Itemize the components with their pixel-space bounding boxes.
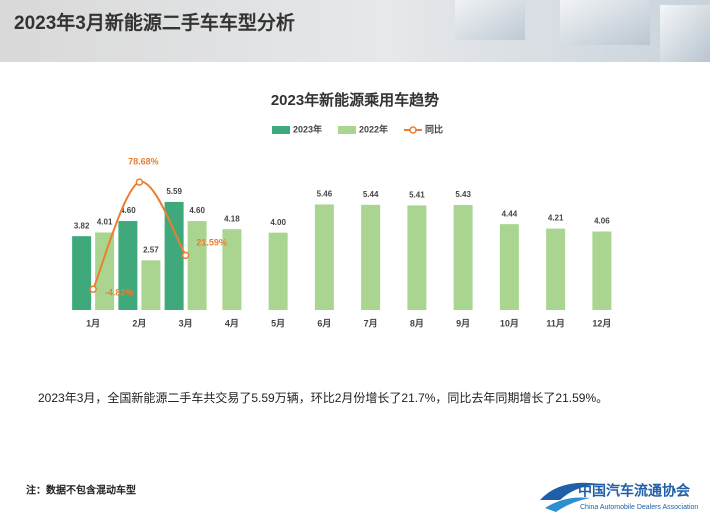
line-label: 21.59% bbox=[196, 238, 227, 248]
note: 注：数据不包含混动车型 bbox=[26, 484, 136, 497]
bar bbox=[314, 204, 334, 310]
data-label: 5.46 bbox=[317, 190, 333, 199]
summary-text: 2023年3月，全国新能源二手车共交易了5.59万辆，环比2月份增长了21.7%… bbox=[38, 390, 608, 405]
data-label: 5.41 bbox=[409, 191, 425, 200]
bar bbox=[499, 224, 519, 310]
bar bbox=[268, 232, 288, 310]
legend-swatch bbox=[272, 126, 290, 134]
header-cube bbox=[455, 0, 525, 40]
line-marker bbox=[89, 285, 97, 293]
data-label: 4.00 bbox=[270, 218, 286, 227]
line-label: 78.68% bbox=[128, 156, 159, 166]
legend-label: 2022年 bbox=[359, 123, 388, 134]
bar bbox=[546, 228, 566, 310]
legend-swatch bbox=[338, 126, 356, 134]
bar bbox=[141, 260, 161, 310]
data-label: 2.57 bbox=[143, 245, 159, 254]
header-title: 2023年3月新能源二手车车型分析 bbox=[14, 11, 295, 34]
legend-label: 同比 bbox=[425, 123, 443, 134]
data-label: 4.21 bbox=[548, 214, 564, 223]
bar bbox=[118, 221, 138, 310]
data-label: 3.82 bbox=[74, 221, 90, 230]
line-marker bbox=[135, 178, 144, 186]
bar bbox=[187, 221, 207, 310]
logo-subtitle: China Automobile Dealers Association bbox=[580, 504, 698, 511]
line-label: -4.82% bbox=[105, 288, 134, 298]
data-label: 4.60 bbox=[120, 206, 136, 215]
x-tick-label: 8月 bbox=[410, 318, 424, 328]
x-tick-label: 4月 bbox=[225, 318, 239, 328]
x-tick-label: 5月 bbox=[271, 318, 285, 328]
x-tick-label: 2月 bbox=[132, 318, 146, 328]
data-label: 4.44 bbox=[502, 209, 518, 218]
legend-marker bbox=[409, 126, 417, 134]
data-label: 5.43 bbox=[455, 190, 471, 199]
data-label: 4.06 bbox=[594, 217, 610, 226]
line-marker bbox=[181, 251, 190, 260]
chart-title: 2023年新能源乘用车趋势 bbox=[271, 91, 439, 109]
logo-icon bbox=[540, 482, 600, 500]
logo-name: 中国汽车流通协会 bbox=[578, 483, 691, 499]
bar bbox=[361, 204, 381, 310]
x-tick-label: 10月 bbox=[500, 318, 519, 328]
header-cube bbox=[560, 0, 650, 45]
data-label: 4.01 bbox=[97, 218, 113, 227]
x-tick-label: 12月 bbox=[592, 318, 611, 328]
x-tick-label: 6月 bbox=[317, 318, 331, 328]
bar bbox=[592, 231, 612, 310]
bar bbox=[95, 232, 115, 310]
bar bbox=[222, 229, 242, 310]
legend-label: 2023年 bbox=[293, 123, 322, 134]
bar bbox=[164, 201, 184, 310]
header-cube bbox=[660, 5, 710, 62]
x-tick-label: 9月 bbox=[456, 318, 470, 328]
x-tick-label: 3月 bbox=[179, 318, 193, 328]
bar bbox=[407, 205, 427, 310]
x-tick-label: 1月 bbox=[86, 318, 100, 328]
data-label: 5.59 bbox=[166, 187, 182, 196]
x-tick-label: 11月 bbox=[546, 318, 565, 328]
logo-icon bbox=[545, 497, 590, 512]
bar bbox=[453, 205, 473, 310]
data-label: 4.60 bbox=[189, 206, 205, 215]
bar bbox=[72, 236, 92, 310]
data-label: 4.18 bbox=[224, 214, 240, 223]
x-tick-label: 7月 bbox=[364, 318, 378, 328]
data-label: 5.44 bbox=[363, 190, 379, 199]
